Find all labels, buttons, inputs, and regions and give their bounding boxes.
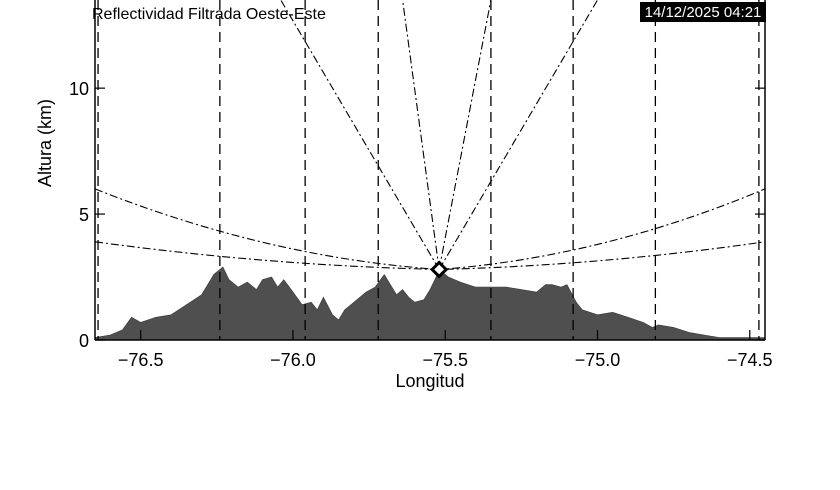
y-tick-label: 10 — [69, 79, 89, 99]
terrain-profile — [94, 266, 766, 341]
y-tick-label: 0 — [79, 331, 89, 351]
terrain-area — [94, 266, 766, 341]
timestamp-badge: 14/12/2025 04:21 — [645, 4, 762, 21]
y-tick-label: 5 — [79, 205, 89, 225]
range-ring-lines — [97, 0, 760, 340]
timestamp-badge-bg — [640, 2, 766, 22]
beam-ray — [280, 0, 440, 270]
x-axis-label: Longitud — [395, 371, 464, 391]
y-axis-label: Altura (km) — [35, 99, 55, 187]
chart-title: Reflectividad Filtrada Oeste-Este — [92, 6, 326, 23]
beam-curve — [94, 241, 766, 271]
radar-diamond — [430, 260, 449, 279]
x-tick-label: −75.0 — [575, 350, 621, 370]
beam-ray — [402, 0, 440, 270]
beam-elevation-rays — [280, 0, 598, 270]
radar-marker — [430, 260, 449, 279]
x-tick-label: −76.5 — [118, 350, 164, 370]
x-tick-label: −74.5 — [727, 350, 773, 370]
x-tick-label: −76.0 — [270, 350, 316, 370]
beam-ray — [438, 0, 598, 270]
axis-ticks: −76.5 −76.0 −75.5 −75.0 −74.5 0 5 10 — [69, 79, 773, 370]
plot-axes — [94, 0, 766, 341]
x-tick-label: −75.5 — [422, 350, 468, 370]
beam-ray — [438, 0, 492, 270]
